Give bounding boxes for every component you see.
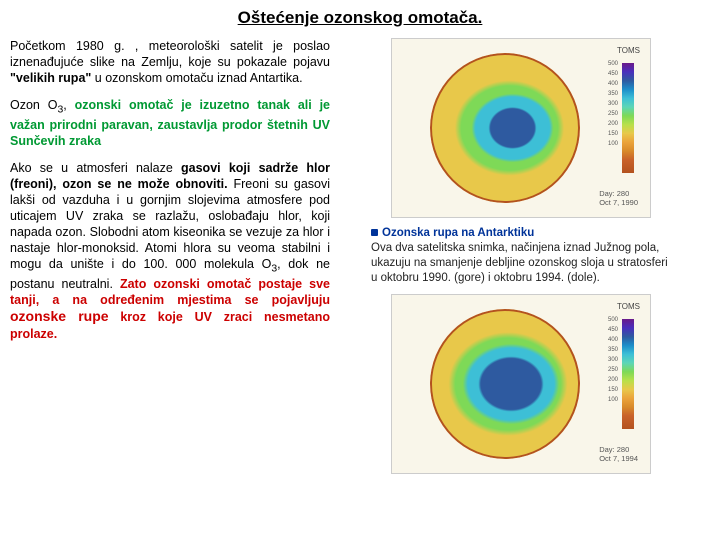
paragraph-2: Ozon O3, ozonski omotač je izuzetno tana… — [10, 97, 330, 149]
map-date-1: Day: 280 Oct 7, 1990 — [599, 189, 638, 207]
colorbar — [622, 319, 634, 429]
p3-red-2: ozonske rupe — [10, 308, 109, 324]
content-row: Početkom 1980 g. , meteorološki satelit … — [0, 38, 720, 480]
p1-text-b: u ozonskom omotaču iznad Antartika. — [91, 71, 302, 85]
globe-icon — [430, 53, 580, 203]
p3-text-a: Ako se u atmosferi nalaze — [10, 161, 181, 175]
ozone-map-1994: TOMS 500 450 400 350 300 250 200 150 100… — [391, 294, 651, 474]
image-column: TOMS 500 450 400 350 300 250 200 150 100… — [330, 38, 700, 480]
bullet-icon — [371, 229, 378, 236]
map-date-2: Day: 280 Oct 7, 1994 — [599, 445, 638, 463]
p2-text-b: , — [63, 98, 74, 112]
p1-bold: "velikih rupa" — [10, 71, 91, 85]
toms-label: TOMS — [617, 46, 640, 55]
text-column: Početkom 1980 g. , meteorološki satelit … — [10, 38, 330, 480]
paragraph-1: Početkom 1980 g. , meteorološki satelit … — [10, 38, 330, 86]
colorbar-ticks: 500 450 400 350 300 250 200 150 100 — [608, 315, 618, 405]
p1-text-a: Početkom 1980 g. , meteorološki satelit … — [10, 39, 330, 69]
paragraph-3: Ako se u atmosferi nalaze gasovi koji sa… — [10, 160, 330, 342]
p2-text-a: Ozon O — [10, 98, 57, 112]
colorbar-ticks: 500 450 400 350 300 250 200 150 100 — [608, 59, 618, 149]
globe-icon — [430, 309, 580, 459]
colorbar — [622, 63, 634, 173]
page-title: Oštećenje ozonskog omotača. — [0, 0, 720, 38]
caption-title: Ozonska rupa na Antarktiku — [382, 227, 534, 239]
toms-label: TOMS — [617, 302, 640, 311]
ozone-map-1990: TOMS 500 450 400 350 300 250 200 150 100… — [391, 38, 651, 218]
caption-block: Ozonska rupa na Antarktiku Ova dva satel… — [371, 226, 671, 286]
caption-body: Ova dva satelitska snimka, načinjena izn… — [371, 242, 668, 284]
